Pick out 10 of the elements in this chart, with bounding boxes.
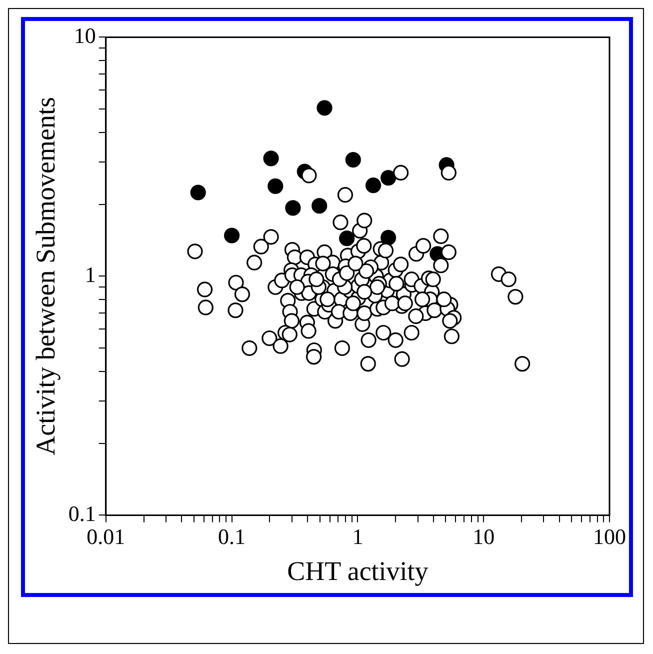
y-axis-title: Activity between Submovements [30,96,60,456]
y-tick-label: 1 [84,262,96,287]
x-tick-label: 100 [593,524,626,550]
y-tick-label: 10 [74,22,96,48]
x-tick-label: 0.01 [86,524,126,550]
x-tick-label: 0.1 [218,524,246,550]
y-tick-label: 0.1 [68,500,96,526]
x-tick-label: 10 [472,524,495,550]
x-tick-label: 1 [352,524,364,550]
x-axis-title: CHT activity [287,556,429,586]
